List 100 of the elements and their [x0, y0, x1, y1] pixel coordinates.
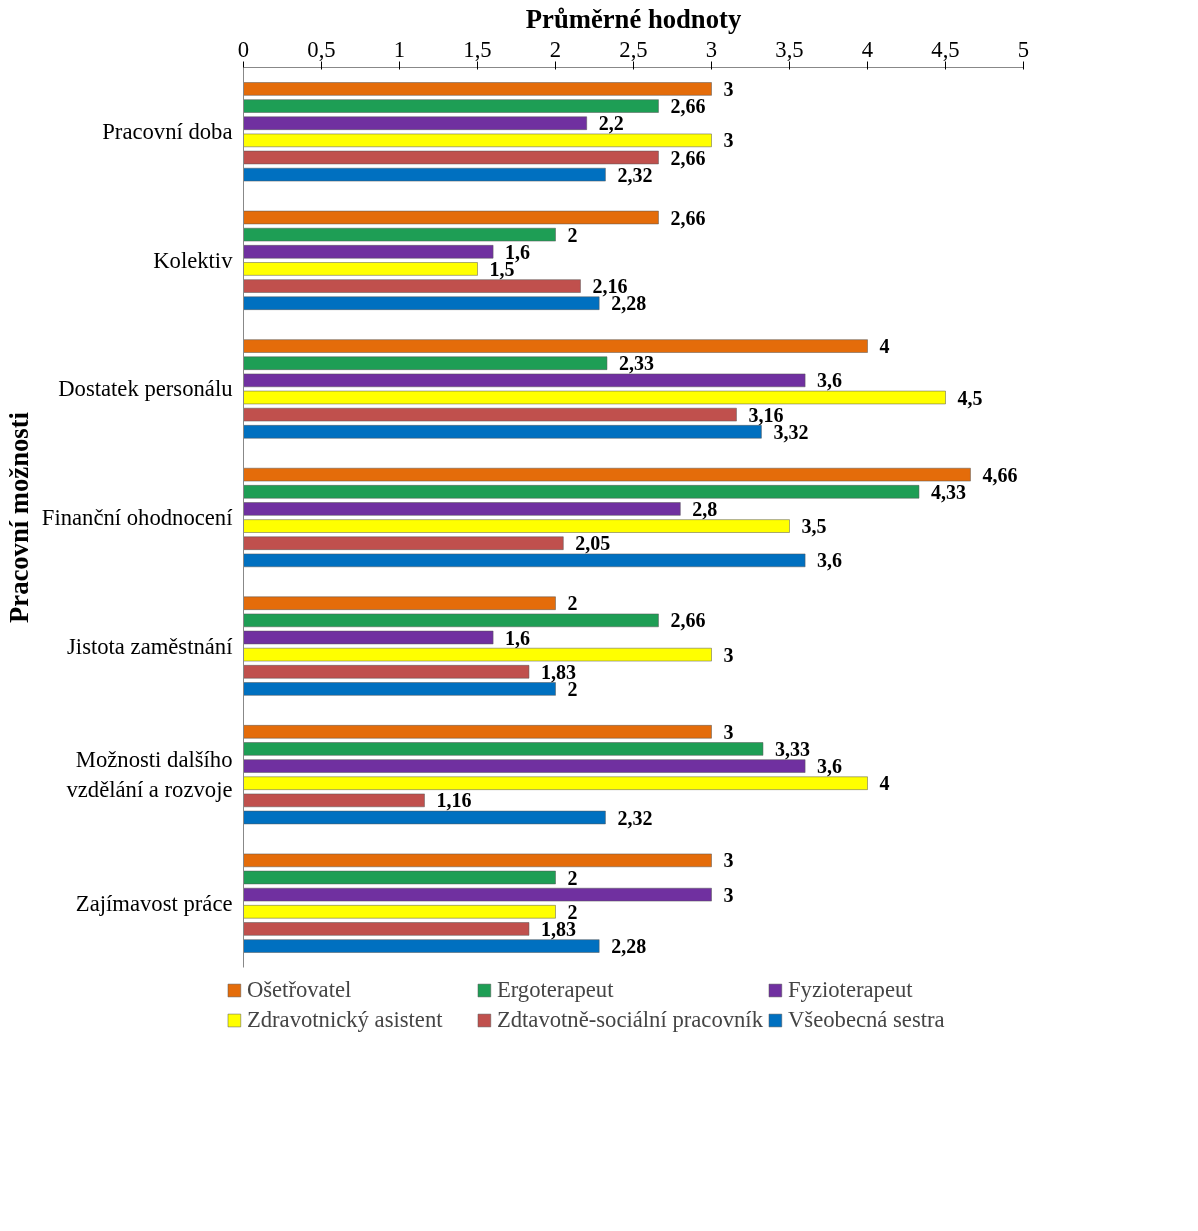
x-tick-label: 1,5	[463, 36, 492, 62]
bar	[243, 519, 790, 533]
bar	[243, 390, 946, 405]
y-tick-label: Kolektiv	[153, 247, 234, 273]
bar	[243, 793, 425, 808]
legend-label: Ošetřovatel	[246, 977, 353, 1003]
bar	[243, 425, 762, 439]
bar	[243, 99, 659, 113]
data-label: 2	[567, 866, 578, 889]
x-tick-label: 3	[705, 36, 718, 62]
data-label: 3	[723, 643, 734, 666]
data-label: 2,05	[575, 532, 611, 555]
data-label: 3,6	[817, 369, 843, 392]
legend-label: Zdtavotně-sociální pracovník	[496, 1007, 763, 1033]
x-tick-label: 4	[861, 36, 874, 62]
data-label: 3	[723, 849, 734, 872]
data-label: 3,6	[817, 549, 843, 572]
bar	[243, 870, 556, 885]
bar	[243, 373, 806, 388]
bar	[243, 853, 712, 868]
bar	[243, 810, 606, 825]
data-label: 2,8	[692, 497, 718, 520]
bar	[243, 613, 659, 628]
data-label: 3,33	[774, 737, 810, 760]
y-tick-label: Zajímavost práce	[75, 890, 233, 916]
bar	[243, 356, 608, 370]
bar	[243, 245, 494, 259]
data-label: 2,33	[618, 352, 654, 375]
data-label: 3,16	[748, 403, 784, 426]
data-label: 2,2	[598, 112, 624, 135]
bar	[243, 725, 712, 739]
data-label: 1,16	[436, 789, 472, 812]
bar	[243, 742, 764, 756]
data-label: 2	[567, 223, 578, 246]
y-axis-title: Pracovní možnosti	[3, 411, 34, 623]
data-label: 2,28	[611, 292, 647, 315]
bar	[243, 759, 806, 773]
bar	[243, 296, 600, 310]
bar	[243, 922, 530, 936]
data-label: 4	[879, 772, 890, 795]
data-label: 4,33	[930, 480, 966, 503]
x-tick-label: 3,5	[775, 36, 804, 62]
bar	[243, 630, 494, 645]
legend-label: Fyzioterapeut	[788, 977, 914, 1003]
legend-label: Ergoterapeut	[496, 977, 615, 1003]
bar	[243, 502, 681, 516]
data-label: 3,5	[801, 515, 827, 538]
bar	[243, 339, 868, 353]
data-label: 2,66	[670, 146, 706, 169]
data-label: 3	[723, 129, 734, 152]
bar	[243, 167, 606, 182]
data-label: 1,6	[505, 240, 531, 263]
bar	[243, 536, 564, 550]
bar	[243, 905, 556, 919]
bar	[243, 665, 530, 679]
bar	[243, 467, 971, 482]
data-label: 2,32	[617, 163, 653, 186]
bar	[243, 210, 659, 225]
x-tick-label: 0,5	[307, 36, 336, 62]
bar	[243, 887, 712, 902]
x-tick-label: 2,5	[619, 36, 648, 62]
x-axis-title: Průměrné hodnoty	[525, 3, 742, 34]
data-label: 2,28	[611, 935, 647, 958]
data-label: 2	[567, 592, 578, 615]
data-label: 2	[567, 900, 578, 923]
bar	[243, 82, 712, 96]
data-label: 2,32	[617, 806, 653, 829]
bar	[243, 227, 556, 242]
x-tick-label: 2	[549, 36, 562, 62]
x-tick-label: 1	[393, 36, 406, 62]
data-label: 3	[723, 77, 734, 100]
x-tick-label: 5	[1017, 36, 1030, 62]
legend-label: Všeobecná sestra	[788, 1007, 946, 1033]
bar	[243, 596, 556, 610]
bar	[243, 116, 587, 130]
bar	[243, 647, 712, 662]
data-label: 2,66	[670, 609, 706, 632]
y-tick-label: Pracovní doba	[102, 119, 233, 145]
bar	[243, 133, 712, 148]
bar	[243, 407, 737, 422]
bar	[243, 682, 556, 696]
bar	[243, 939, 600, 953]
bar	[243, 150, 659, 165]
x-tick-label: 4,5	[931, 36, 960, 62]
data-label: 4	[879, 335, 890, 358]
x-tick-label: 0	[237, 36, 250, 62]
data-label: 3	[723, 883, 734, 906]
legend-label: Zdravotnický asistent	[246, 1007, 444, 1033]
data-label: 1,83	[540, 660, 576, 683]
bar	[243, 776, 868, 790]
data-label: 2,66	[670, 95, 706, 118]
data-label: 4,66	[982, 463, 1018, 486]
y-tick-label: Finanční ohodnocení	[41, 505, 234, 530]
bar	[243, 279, 581, 293]
bar	[243, 485, 920, 499]
data-label: 3	[723, 720, 734, 743]
bar	[243, 553, 806, 568]
bar	[243, 262, 478, 276]
data-label: 4,5	[957, 386, 983, 409]
data-label: 1,6	[505, 626, 531, 649]
